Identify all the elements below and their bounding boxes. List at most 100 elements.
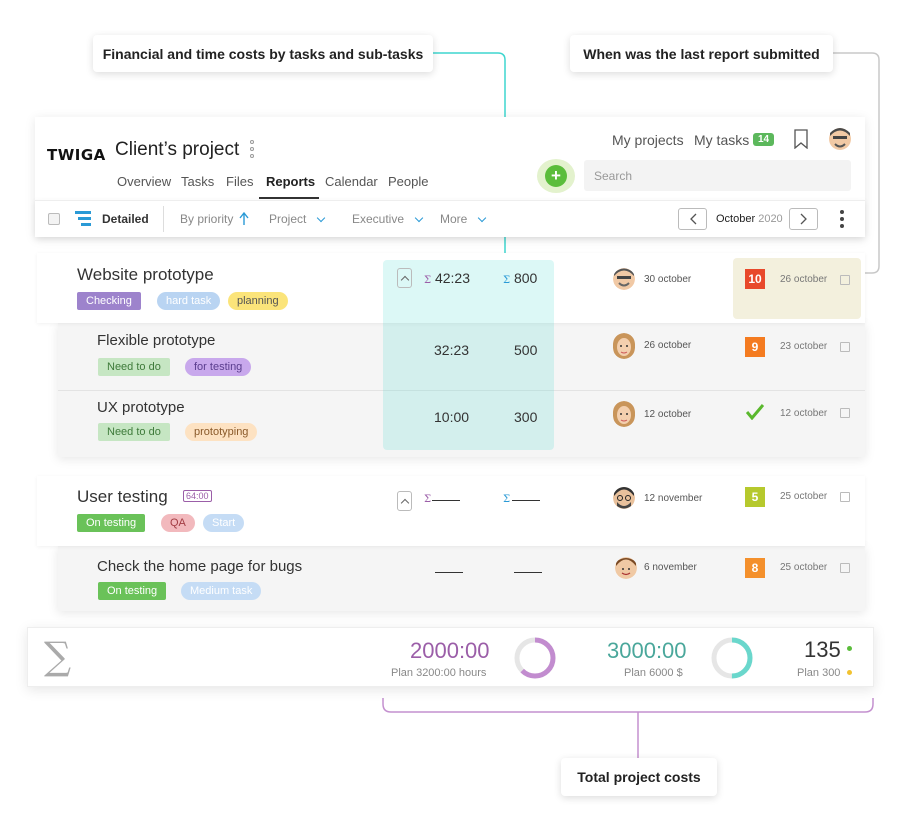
subtask-group-2 — [58, 546, 865, 611]
label-tag[interactable]: QA — [161, 514, 195, 532]
filter-executive[interactable]: Executive — [352, 212, 424, 226]
row-divider — [58, 390, 865, 391]
report-icon[interactable] — [840, 342, 850, 352]
tab-reports[interactable]: Reports — [266, 174, 316, 189]
executive-date: 12 october — [644, 409, 692, 420]
toolbar-divider — [163, 206, 164, 232]
report-date: 23 october — [780, 341, 828, 352]
next-month-button[interactable] — [789, 208, 818, 230]
sigma-icon: Σ — [424, 275, 432, 286]
report-icon[interactable] — [840, 408, 850, 418]
prev-month-button[interactable] — [678, 208, 707, 230]
toolbar: Detailed By priority Project Executive M… — [35, 200, 865, 237]
executive-date: 6 november — [644, 562, 697, 573]
tab-files[interactable]: Files — [226, 174, 254, 189]
status-tag[interactable]: Need to do — [98, 358, 170, 376]
subtask-title[interactable]: Flexible prototype — [97, 332, 216, 349]
callout-total-costs: Total project costs — [561, 758, 717, 796]
report-icon[interactable] — [840, 563, 850, 573]
add-button[interactable]: + — [537, 159, 575, 193]
total-time-plan: Plan 3200:00 hours — [391, 667, 487, 679]
label-tag[interactable]: hard task — [157, 292, 221, 310]
reports-dot-yellow — [847, 670, 852, 675]
sort-by-priority[interactable]: By priority — [180, 212, 249, 226]
report-date: 12 october — [780, 408, 828, 419]
cost-progress-ring — [711, 637, 753, 679]
label-tag[interactable]: for testing — [185, 358, 252, 376]
total-cost-plan: Plan 6000 $ — [624, 667, 683, 679]
task-row-user-testing[interactable] — [37, 476, 865, 546]
sigma-icon: Σ — [503, 275, 511, 286]
subtask-time: 32:23 — [434, 342, 470, 358]
estimate-badge: 64:00 — [183, 490, 212, 502]
chevron-right-icon — [800, 213, 807, 225]
report-icon[interactable] — [840, 275, 850, 285]
task-row-website-prototype[interactable] — [37, 253, 865, 323]
tab-tasks[interactable]: Tasks — [181, 174, 215, 189]
executive-avatar[interactable] — [613, 401, 635, 427]
report-count: 9 — [745, 337, 765, 357]
executive-avatar[interactable] — [615, 557, 637, 579]
status-tag[interactable]: On testing — [77, 514, 146, 532]
status-tag[interactable]: On testing — [98, 582, 167, 600]
status-tag[interactable]: Need to do — [98, 423, 170, 441]
empty-time — [432, 500, 460, 501]
callout-last-report: When was the last report submitted — [570, 35, 833, 72]
executive-avatar[interactable] — [613, 333, 635, 359]
view-mode-label[interactable]: Detailed — [102, 212, 149, 226]
tab-overview[interactable]: Overview — [117, 174, 172, 189]
subtask-cost: 500 — [514, 342, 538, 358]
subtask-title[interactable]: UX prototype — [97, 399, 185, 416]
label-tag[interactable]: Start — [203, 514, 245, 532]
my-projects-link[interactable]: My projects — [612, 132, 684, 148]
select-all-checkbox[interactable] — [48, 213, 60, 225]
label-tag[interactable]: Medium task — [181, 582, 262, 600]
sigma-icon: Σ — [503, 494, 511, 505]
report-date: 26 october — [780, 274, 828, 285]
filter-project[interactable]: Project — [269, 212, 326, 226]
cost-column-highlight — [383, 260, 554, 450]
total-time: 2000:00 — [410, 638, 490, 663]
subtask-title[interactable]: Check the home page for bugs — [97, 558, 303, 575]
label-tag[interactable]: planning — [228, 292, 288, 310]
report-count: 8 — [745, 558, 765, 578]
sigma-icon: Σ — [424, 494, 432, 505]
app-logo[interactable]: TWIGA — [47, 146, 106, 164]
executive-avatar[interactable] — [613, 268, 635, 290]
search-input[interactable]: Search — [584, 160, 851, 191]
report-icon[interactable] — [840, 492, 850, 502]
collapse-button[interactable] — [397, 268, 412, 288]
more-options-icon[interactable] — [840, 210, 844, 228]
label-tag[interactable]: prototyping — [185, 423, 258, 441]
time-progress-ring — [514, 637, 556, 679]
tab-calendar[interactable]: Calendar — [325, 174, 378, 189]
bookmark-icon[interactable] — [794, 129, 808, 149]
status-tag[interactable]: Checking — [77, 292, 141, 310]
user-avatar[interactable] — [828, 127, 852, 151]
task-title[interactable]: User testing — [77, 487, 168, 506]
empty-cost — [514, 572, 542, 573]
project-menu-icon[interactable] — [249, 140, 255, 158]
collapse-button[interactable] — [397, 491, 412, 511]
chevron-down-icon — [414, 213, 424, 222]
active-tab-indicator — [259, 197, 319, 199]
my-tasks-count-badge: 14 — [753, 133, 775, 146]
executive-avatar[interactable] — [613, 487, 635, 509]
filter-more[interactable]: More — [440, 212, 487, 226]
project-title: Client’s project — [115, 139, 240, 160]
tab-people[interactable]: People — [388, 174, 429, 189]
my-tasks-link[interactable]: My tasks — [694, 132, 750, 148]
task-time-total: Σ 42:23 — [424, 270, 471, 286]
empty-time — [435, 572, 463, 573]
checkmark-icon — [746, 404, 764, 420]
empty-cost — [512, 500, 540, 501]
chevron-up-icon — [400, 275, 409, 284]
detailed-view-icon — [75, 211, 91, 226]
total-reports-plan: Plan 300 — [797, 667, 841, 679]
report-count: 10 — [745, 269, 765, 289]
task-title[interactable]: Website prototype — [77, 265, 214, 284]
chevron-down-icon — [478, 213, 487, 222]
task-cost-total: Σ 800 — [503, 270, 538, 286]
report-date: 25 october — [780, 562, 828, 573]
